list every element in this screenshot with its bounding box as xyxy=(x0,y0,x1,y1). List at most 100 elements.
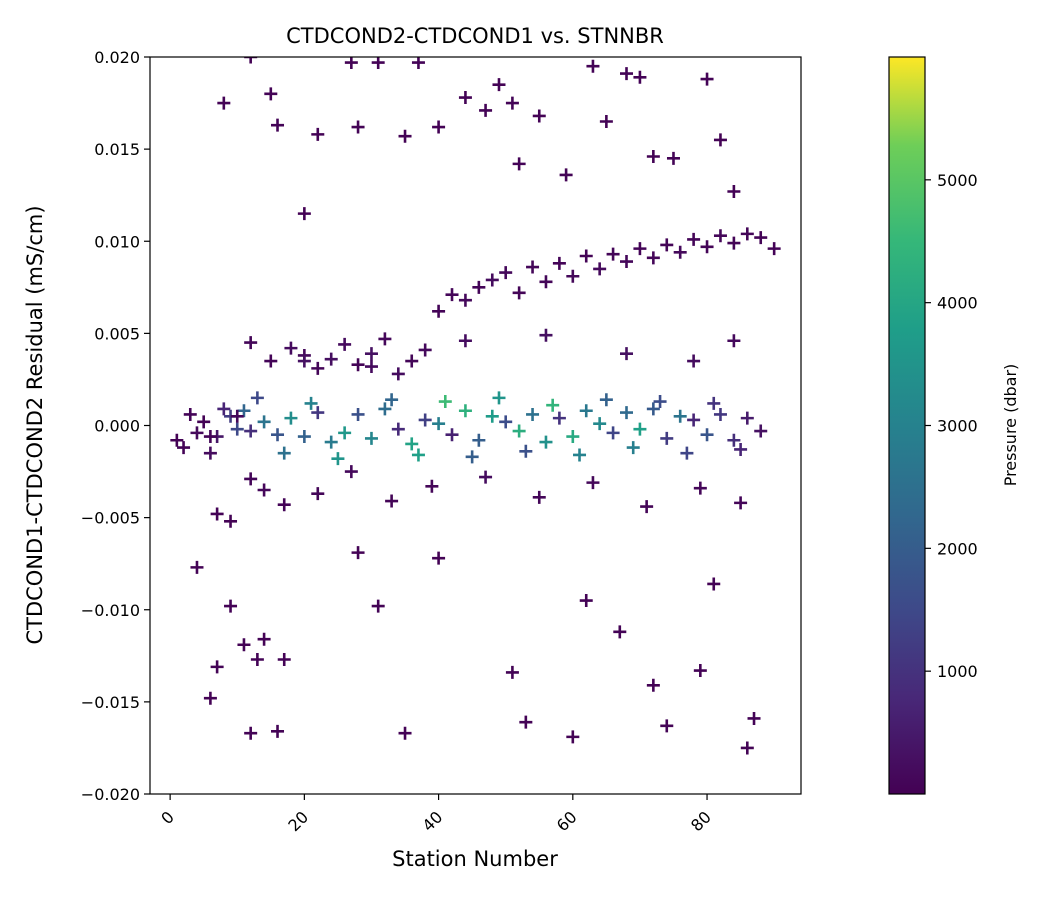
data-point-52 xyxy=(304,396,318,410)
data-point-170 xyxy=(371,599,385,613)
data-point-47 xyxy=(727,433,741,447)
data-point-142 xyxy=(432,120,446,134)
data-point-79 xyxy=(391,367,405,381)
data-point-46 xyxy=(713,407,727,421)
data-point-162 xyxy=(224,599,238,613)
x-tick-label: 0 xyxy=(157,807,178,828)
data-point-67 xyxy=(734,442,748,456)
data-point-151 xyxy=(599,114,613,128)
data-point-141 xyxy=(411,57,425,70)
data-point-18 xyxy=(338,426,352,440)
data-point-35 xyxy=(566,430,580,444)
data-point-111 xyxy=(539,328,553,342)
x-axis-label: Station Number xyxy=(392,847,558,871)
data-point-129 xyxy=(693,481,707,495)
data-point-99 xyxy=(660,238,674,252)
data-point-167 xyxy=(271,724,285,738)
data-point-128 xyxy=(640,500,654,514)
data-point-109 xyxy=(364,360,378,374)
data-point-31 xyxy=(512,424,526,438)
colorbar-tick-label: 5000 xyxy=(937,171,978,190)
data-point-2 xyxy=(183,407,197,421)
data-point-48 xyxy=(740,411,754,425)
colorbar-axis: 1000 2000 3000 4000 5000 xyxy=(925,171,978,681)
data-point-13 xyxy=(271,428,285,442)
x-axis: 0 20 40 60 80 xyxy=(157,794,715,835)
data-point-22 xyxy=(391,422,405,436)
data-point-87 xyxy=(499,266,513,280)
data-point-157 xyxy=(713,133,727,147)
data-point-181 xyxy=(707,577,721,591)
y-tick-label: −0.015 xyxy=(81,693,140,712)
data-point-88 xyxy=(512,286,526,300)
colorbar-tick-label: 4000 xyxy=(937,294,978,313)
colorbar-label: Pressure (dbar) xyxy=(1001,364,1020,487)
data-point-125 xyxy=(479,470,493,484)
data-point-138 xyxy=(351,120,365,134)
data-point-172 xyxy=(432,551,446,565)
data-point-114 xyxy=(727,334,741,348)
data-point-137 xyxy=(344,57,358,70)
data-point-133 xyxy=(264,87,278,101)
data-point-143 xyxy=(458,91,472,105)
data-point-0 xyxy=(170,433,184,447)
data-point-147 xyxy=(512,157,526,171)
y-tick-label: 0.005 xyxy=(94,324,140,343)
data-point-17 xyxy=(324,435,338,449)
data-point-89 xyxy=(526,260,540,274)
data-point-56 xyxy=(438,395,452,409)
data-point-80 xyxy=(405,354,419,368)
data-point-11 xyxy=(244,424,258,438)
data-point-40 xyxy=(633,422,647,436)
data-point-120 xyxy=(277,498,291,512)
data-point-176 xyxy=(579,594,593,608)
data-point-30 xyxy=(499,415,513,429)
data-point-182 xyxy=(740,741,754,755)
data-point-153 xyxy=(633,70,647,84)
data-point-119 xyxy=(257,483,271,497)
data-point-83 xyxy=(445,288,459,302)
x-tick-label: 60 xyxy=(553,807,581,835)
data-point-75 xyxy=(338,337,352,351)
x-tick-label: 40 xyxy=(419,807,447,835)
data-point-95 xyxy=(606,247,620,261)
data-point-171 xyxy=(398,726,412,740)
data-point-19 xyxy=(351,407,365,421)
data-point-21 xyxy=(378,402,392,416)
data-point-85 xyxy=(472,280,486,294)
data-point-70 xyxy=(264,354,278,368)
data-point-168 xyxy=(277,652,291,666)
plot-frame xyxy=(149,56,802,795)
data-point-15 xyxy=(297,430,311,444)
data-point-3 xyxy=(190,426,204,440)
data-point-107 xyxy=(767,242,781,256)
y-axis: −0.020 −0.015 −0.010 −0.005 0.000 0.005 0.010 0… xyxy=(81,48,150,804)
data-point-38 xyxy=(606,426,620,440)
data-point-156 xyxy=(700,72,714,86)
data-point-64 xyxy=(653,395,667,409)
data-point-7 xyxy=(217,402,231,416)
data-point-144 xyxy=(479,103,493,117)
data-point-65 xyxy=(680,446,694,460)
data-point-49 xyxy=(754,424,768,438)
data-point-126 xyxy=(532,490,546,504)
data-point-81 xyxy=(418,343,432,357)
data-point-101 xyxy=(687,232,701,246)
data-point-23 xyxy=(405,437,419,451)
data-point-66 xyxy=(707,396,721,410)
colorbar xyxy=(888,56,926,795)
data-point-150 xyxy=(586,59,600,73)
data-point-25 xyxy=(432,417,446,431)
data-point-136 xyxy=(311,127,325,141)
data-point-183 xyxy=(747,711,761,725)
data-point-179 xyxy=(660,719,674,733)
data-point-140 xyxy=(398,129,412,143)
data-point-73 xyxy=(311,361,325,375)
data-point-51 xyxy=(277,446,291,460)
data-point-96 xyxy=(620,255,634,269)
data-point-97 xyxy=(633,242,647,256)
data-point-169 xyxy=(351,546,365,560)
data-point-24 xyxy=(418,413,432,427)
data-point-127 xyxy=(586,476,600,490)
